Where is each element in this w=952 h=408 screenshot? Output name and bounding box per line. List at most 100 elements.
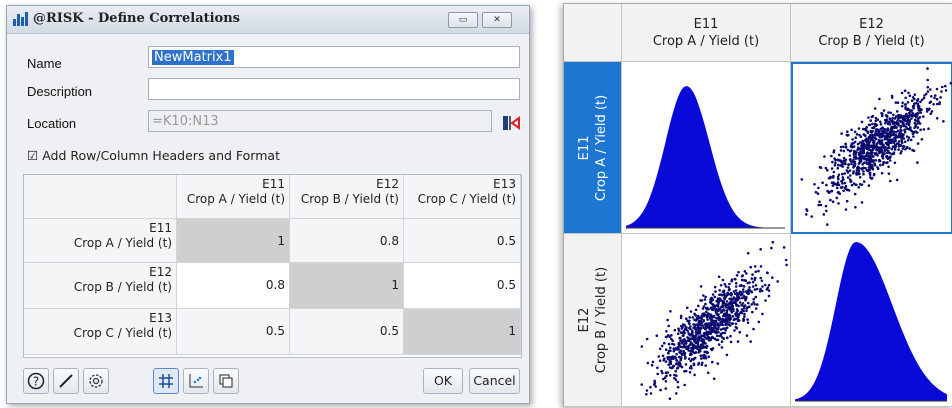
scatter-point (668, 335, 671, 338)
matrix-column-header[interactable]: E12 Crop B / Yield (t) (791, 4, 952, 62)
scatter-point (908, 147, 912, 150)
scatter-point (842, 178, 845, 181)
scatter-point (881, 152, 885, 155)
scatter-point (667, 342, 671, 346)
correlation-cell[interactable]: 1 (290, 263, 404, 309)
scatter-point (833, 163, 837, 167)
scatter-point (688, 371, 692, 374)
scatter-point (654, 385, 657, 388)
scatter-plot[interactable] (791, 62, 952, 234)
description-field[interactable] (148, 78, 520, 100)
scatter-point (704, 302, 707, 306)
scatter-point (707, 339, 711, 342)
scatter-point (846, 134, 849, 137)
scatter-point (700, 339, 703, 343)
help-button[interactable]: ? (23, 368, 49, 394)
scatter-point (898, 144, 902, 147)
edit-button[interactable] (53, 368, 79, 394)
scatter-point (667, 363, 670, 367)
scatter-point (919, 111, 923, 114)
correlation-cell[interactable]: 0.5 (404, 219, 521, 263)
ok-button[interactable]: OK (423, 368, 463, 394)
matrix-row-header[interactable]: E11 Crop A / Yield (t) (564, 62, 622, 234)
scatter-point (640, 345, 644, 348)
column-name: Crop C / Yield (t) (417, 192, 516, 206)
scatter-point (832, 181, 835, 184)
scatter-point (869, 119, 872, 122)
scatter-point (736, 340, 740, 343)
scatter-point (870, 163, 874, 167)
headers-checkbox[interactable]: ☑ Add Row/Column Headers and Format (27, 148, 280, 163)
scatter-point (842, 156, 846, 160)
scatter-point (738, 290, 742, 294)
scatter-point (916, 122, 919, 125)
scatter-point (709, 330, 712, 334)
scatter-point (712, 303, 715, 307)
scatter-point (675, 359, 678, 362)
matrix-row-header[interactable]: E12 Crop B / Yield (t) (564, 234, 622, 407)
column-header[interactable]: E12 Crop B / Yield (t) (290, 175, 404, 219)
scatter-point (866, 131, 870, 135)
scatter-point (850, 128, 853, 132)
scatter-point (857, 127, 861, 130)
minimize-button[interactable]: ▭ (448, 12, 478, 28)
scatter-point (704, 324, 708, 328)
scatter-point (848, 158, 852, 161)
scatter-point (879, 120, 882, 124)
scatter-point (687, 357, 691, 361)
scatter-point (706, 371, 710, 375)
column-header[interactable]: E11 Crop A / Yield (t) (177, 175, 290, 219)
scatter-point (739, 293, 743, 297)
scatter-point (871, 135, 874, 139)
correlation-cell[interactable]: 0.5 (177, 309, 290, 355)
correlation-cell[interactable]: 0.5 (290, 309, 404, 355)
correlation-cell[interactable]: 1 (404, 309, 521, 355)
scatter-plot[interactable] (622, 234, 791, 407)
scatter-point (719, 334, 723, 337)
correlation-cell[interactable]: 0.5 (404, 263, 521, 309)
scatter-point (845, 199, 849, 203)
scatter-point (911, 96, 915, 99)
scatter-point (766, 286, 770, 290)
row-header[interactable]: E13 Crop C / Yield (t) (24, 309, 177, 355)
scatter-point (903, 89, 907, 92)
scatter-point (713, 323, 717, 326)
matrix-view-button[interactable] (153, 368, 179, 394)
scatter-point (784, 258, 788, 262)
scatter-point (757, 320, 761, 324)
scatter-point (717, 275, 721, 279)
scatter-point (692, 358, 695, 361)
correlation-cell[interactable]: 0.8 (177, 263, 290, 309)
scatter-point (830, 154, 833, 158)
scatter-point (843, 181, 847, 185)
name-field[interactable]: NewMatrix1 (148, 46, 520, 68)
scatter-point (825, 183, 828, 187)
scatter-point (782, 246, 786, 249)
settings-button[interactable] (83, 368, 109, 394)
scatter-point (829, 198, 832, 202)
scatter-point (844, 162, 847, 166)
close-button[interactable]: ✕ (482, 12, 512, 28)
row-header[interactable]: E11 Crop A / Yield (t) (24, 219, 177, 263)
scatter-point (751, 280, 755, 284)
scatter-point (879, 133, 883, 136)
scatter-point (887, 165, 890, 169)
scatter-point (675, 367, 679, 370)
scatter-point (920, 98, 924, 102)
copy-button[interactable] (213, 368, 239, 394)
scatter-point (679, 358, 682, 362)
cancel-button[interactable]: Cancel (469, 368, 520, 394)
scatter-point (836, 175, 840, 179)
scatter-view-button[interactable] (183, 368, 209, 394)
scatter-point (871, 129, 874, 133)
column-header[interactable]: E13 Crop C / Yield (t) (404, 175, 521, 219)
distribution-plot[interactable] (791, 234, 952, 407)
scatter-point (886, 151, 889, 155)
scatter-point (717, 301, 720, 305)
row-header[interactable]: E12 Crop B / Yield (t) (24, 263, 177, 309)
correlation-cell[interactable]: 1 (177, 219, 290, 263)
select-range-icon[interactable] (501, 112, 521, 134)
distribution-plot[interactable] (622, 62, 791, 234)
matrix-column-header[interactable]: E11 Crop A / Yield (t) (622, 4, 791, 62)
correlation-cell[interactable]: 0.8 (290, 219, 404, 263)
